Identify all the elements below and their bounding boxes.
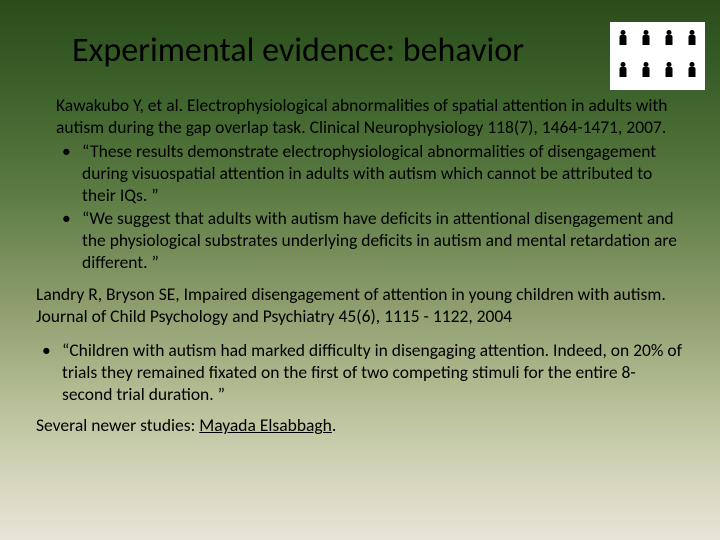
citation-1: Kawakubo Y, et al. Electrophysiological … xyxy=(56,95,684,139)
footer-line: Several newer studies: Mayada Elsabbagh. xyxy=(36,415,684,437)
corner-figures-image xyxy=(610,22,705,90)
bullet-1b: “We suggest that adults with autism have… xyxy=(56,208,684,274)
footer-link: Mayada Elsabbagh xyxy=(199,414,332,436)
bullet-1a: “These results demonstrate electrophysio… xyxy=(56,141,684,207)
footer-prefix: Several newer studies: xyxy=(36,414,199,436)
slide-body: Kawakubo Y, et al. Electrophysiological … xyxy=(0,71,720,437)
bullet-2: “Children with autism had marked difficu… xyxy=(36,340,684,406)
footer-suffix: . xyxy=(332,414,336,436)
reference-block-1: Kawakubo Y, et al. Electrophysiological … xyxy=(36,95,684,274)
citation-2: Landry R, Bryson SE, Impaired disengagem… xyxy=(36,284,684,328)
